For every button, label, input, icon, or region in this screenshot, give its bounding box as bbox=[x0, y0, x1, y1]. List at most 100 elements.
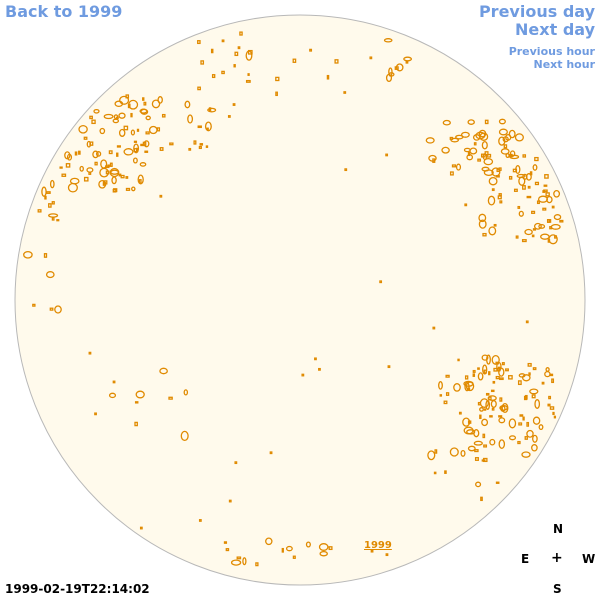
contour-speck bbox=[107, 164, 110, 168]
contour-speck bbox=[138, 179, 142, 184]
contour-speck bbox=[94, 161, 98, 166]
contour-speck bbox=[328, 546, 333, 551]
contour-speck bbox=[425, 137, 435, 144]
contour-speck bbox=[553, 189, 561, 198]
contour-speck bbox=[118, 173, 122, 177]
contour-speck bbox=[49, 307, 54, 311]
contour-speck bbox=[135, 390, 145, 399]
contour-speck bbox=[305, 541, 311, 548]
contour-speck bbox=[247, 49, 253, 55]
contour-speck bbox=[541, 381, 545, 385]
contour-speck bbox=[434, 449, 438, 454]
contour-speck bbox=[301, 373, 305, 377]
contour-speck bbox=[143, 140, 150, 148]
contour-speck bbox=[528, 372, 531, 376]
contour-speck bbox=[125, 176, 129, 179]
contour-speck bbox=[551, 205, 555, 209]
contour-speck bbox=[242, 557, 247, 566]
contour-speck bbox=[236, 556, 242, 560]
contour-speck bbox=[488, 396, 492, 401]
contour-speck bbox=[473, 429, 480, 438]
contour-speck bbox=[269, 451, 273, 455]
contour-speck bbox=[318, 367, 321, 371]
next-day-link[interactable]: Next day bbox=[515, 20, 595, 39]
contour-speck bbox=[449, 171, 454, 176]
contour-speck bbox=[517, 205, 521, 209]
contour-speck bbox=[319, 550, 328, 557]
contour-speck bbox=[464, 381, 470, 392]
contour-speck bbox=[385, 153, 389, 157]
contour-speck bbox=[521, 374, 531, 382]
contour-speck bbox=[48, 213, 59, 218]
contour-speck bbox=[458, 411, 462, 415]
contour-speck bbox=[343, 91, 347, 94]
contour-speck bbox=[537, 195, 549, 203]
contour-speck bbox=[509, 153, 513, 158]
contour-speck bbox=[207, 107, 217, 113]
previous-day-link[interactable]: Previous day bbox=[478, 2, 595, 21]
contour-speck bbox=[499, 397, 503, 402]
contour-speck bbox=[455, 163, 462, 171]
contour-speck bbox=[532, 164, 538, 171]
contour-speck bbox=[534, 399, 541, 409]
contour-speck bbox=[133, 140, 138, 143]
contour-speck bbox=[483, 408, 487, 411]
next-hour-link[interactable]: Next hour bbox=[533, 58, 596, 71]
previous-hour-link[interactable]: Previous hour bbox=[508, 45, 595, 58]
contour-speck bbox=[508, 175, 513, 180]
contour-speck bbox=[522, 185, 526, 190]
contour-speck bbox=[265, 537, 273, 546]
year-link[interactable]: 1999 bbox=[364, 540, 392, 551]
contour-speck bbox=[168, 396, 173, 400]
back-to-year-link[interactable]: Back to 1999 bbox=[5, 2, 123, 21]
contour-speck bbox=[463, 426, 474, 435]
contour-speck bbox=[370, 549, 374, 553]
contour-speck bbox=[501, 362, 505, 366]
contour-speck bbox=[532, 434, 538, 443]
contour-speck bbox=[225, 548, 230, 552]
contour-speck bbox=[221, 39, 225, 43]
contour-speck bbox=[548, 395, 552, 400]
contour-speck bbox=[234, 51, 239, 57]
contour-speck bbox=[48, 203, 52, 208]
contour-speck bbox=[148, 125, 158, 135]
contour-speck bbox=[65, 163, 71, 168]
contour-speck bbox=[445, 392, 450, 396]
contour-speck bbox=[508, 418, 517, 429]
contour-speck bbox=[467, 119, 475, 125]
contour-speck bbox=[465, 381, 475, 392]
contour-speck bbox=[522, 416, 525, 421]
contour-speck bbox=[403, 56, 413, 62]
contour-speck bbox=[497, 366, 501, 369]
contour-speck bbox=[205, 145, 209, 148]
contour-speck bbox=[79, 165, 84, 172]
contour-speck bbox=[89, 115, 93, 120]
contour-speck bbox=[133, 143, 140, 154]
contour-speck bbox=[394, 66, 399, 70]
contour-speck bbox=[481, 354, 489, 361]
contour-speck bbox=[188, 147, 192, 151]
contour-speck bbox=[532, 416, 541, 425]
contour-speck bbox=[206, 127, 209, 131]
contour-speck bbox=[479, 407, 484, 412]
contour-speck bbox=[439, 394, 443, 397]
contour-speck bbox=[134, 401, 139, 404]
contour-speck bbox=[490, 400, 497, 408]
contour-speck bbox=[102, 182, 107, 186]
contour-speck bbox=[405, 60, 409, 64]
contour-speck bbox=[41, 186, 47, 197]
contour-speck bbox=[221, 70, 225, 75]
contour-speck bbox=[442, 119, 451, 126]
contour-speck bbox=[490, 389, 495, 393]
contour-speck bbox=[128, 99, 139, 110]
contour-speck bbox=[109, 162, 113, 167]
contour-speck bbox=[227, 115, 231, 118]
contour-speck bbox=[230, 559, 242, 566]
contour-speck bbox=[559, 219, 564, 223]
contour-speck bbox=[533, 222, 542, 230]
contour-speck bbox=[211, 74, 216, 79]
contour-speck bbox=[482, 153, 488, 161]
contour-speck bbox=[78, 150, 81, 155]
contour-speck bbox=[125, 94, 130, 99]
contour-speck bbox=[228, 499, 232, 503]
